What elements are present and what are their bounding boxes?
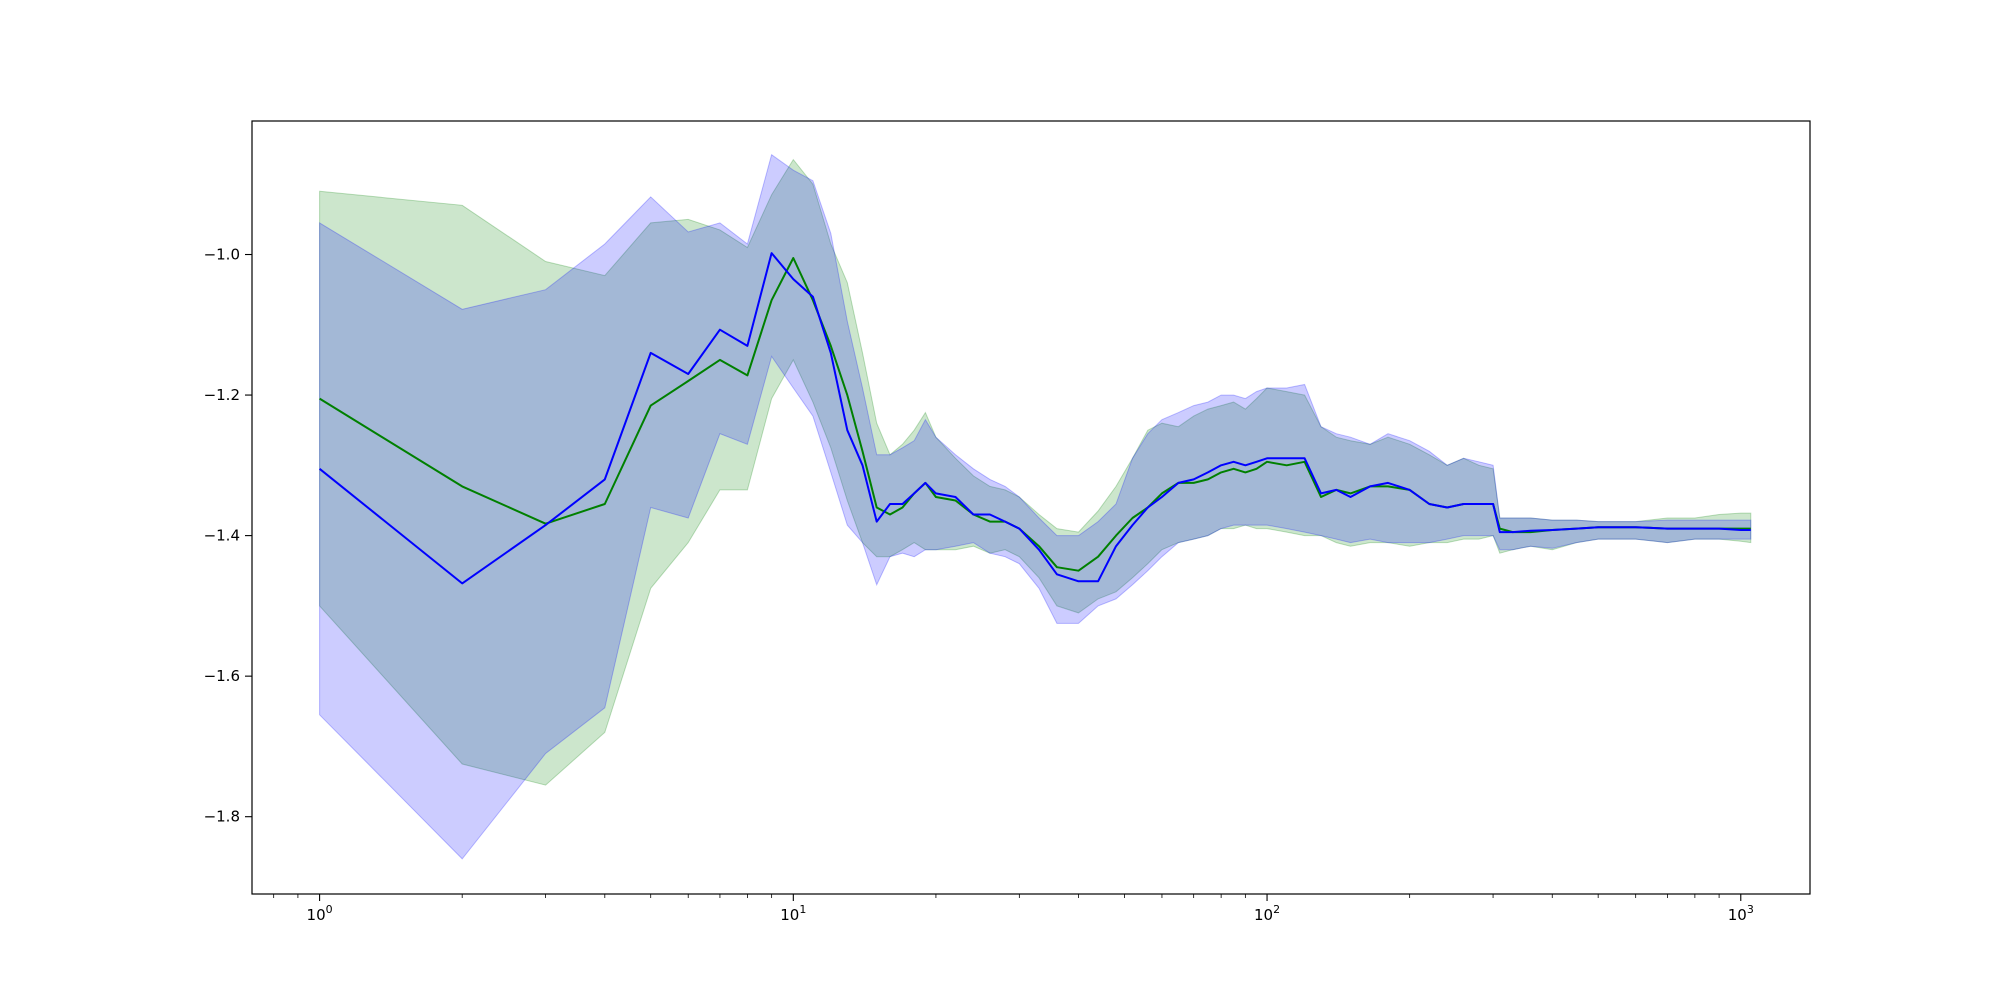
y-tick-label: −1.6	[204, 667, 240, 685]
x-tick-label-exponent: 2	[1273, 903, 1280, 916]
series-1-line	[319, 257, 1751, 572]
y-tick-label: −1.4	[204, 527, 240, 545]
y-tick-label: −1.2	[204, 386, 240, 404]
series-2-line	[318, 252, 1751, 585]
x-tick-label: 102	[1254, 903, 1280, 924]
x-tick-label: 100	[307, 903, 333, 924]
axes-frame	[251, 120, 1811, 895]
x-tick-label: 103	[1728, 903, 1754, 924]
x-tick-label-exponent: 3	[1747, 903, 1754, 916]
x-tick-label-exponent: 1	[799, 903, 806, 916]
x-tick-label-base: 10	[307, 906, 326, 924]
series-1-band	[319, 158, 1752, 786]
series-2-band	[319, 153, 1752, 860]
x-tick-label-base: 10	[1728, 906, 1747, 924]
x-tick-label: 101	[780, 903, 806, 924]
y-tick-label: −1.0	[204, 246, 240, 264]
axes: 100 101 102 103−1.0−1.2−1.4−1.6−1.8	[204, 246, 1754, 924]
plot-area	[318, 153, 1752, 860]
y-tick-label: −1.8	[204, 808, 240, 826]
x-tick-label-base: 10	[1254, 906, 1273, 924]
x-tick-label-exponent: 0	[326, 903, 333, 916]
x-tick-label-base: 10	[780, 906, 799, 924]
